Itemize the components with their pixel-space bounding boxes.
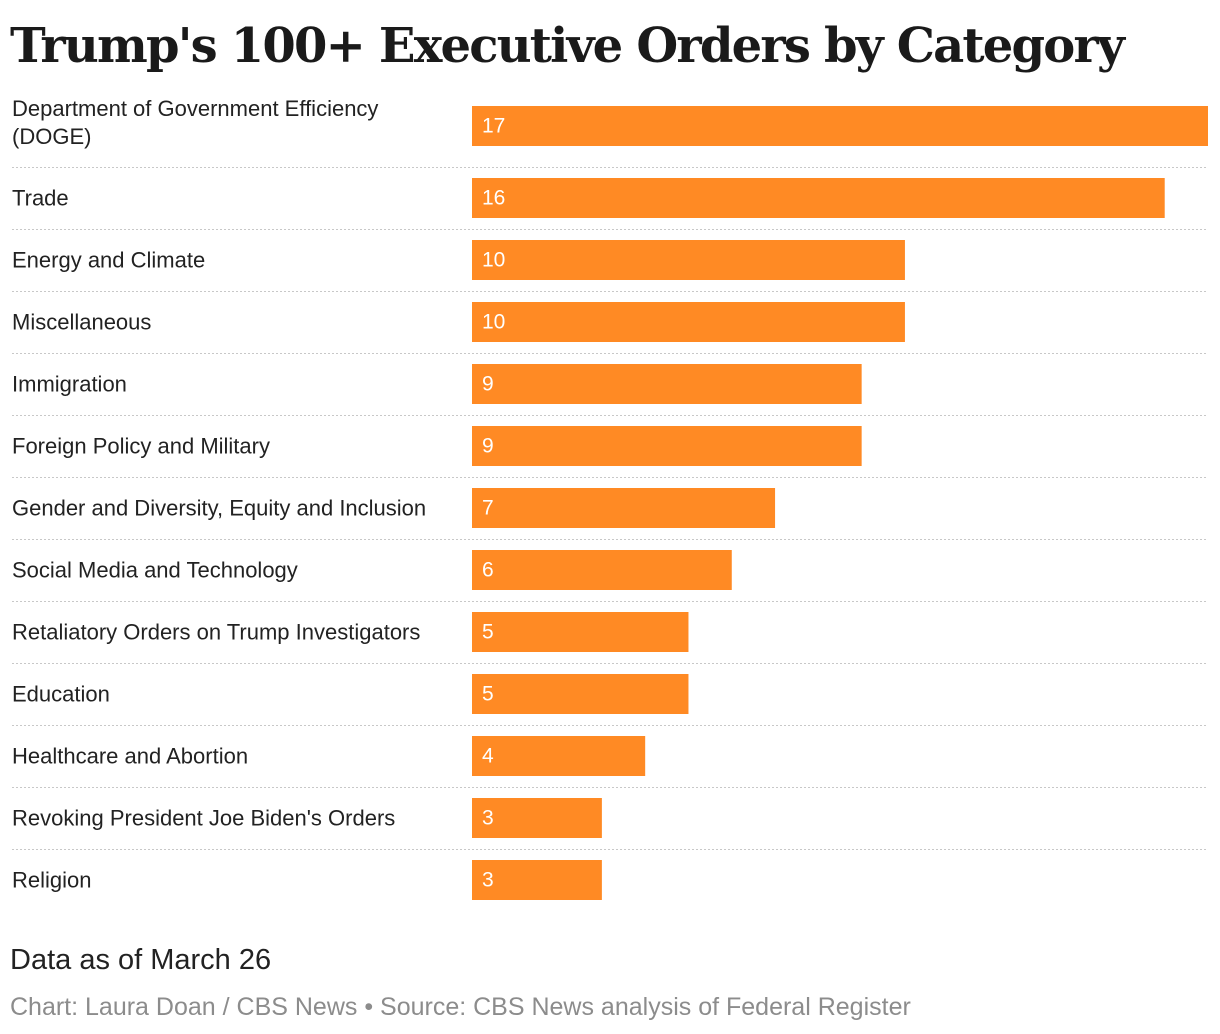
bar-value-social-media-and-technology: 6 [482,559,494,582]
category-label-education: Education [12,682,110,707]
bar-chart: Department of Government Efficiency (DOGE… [12,96,1208,900]
category-label-miscellaneous: Miscellaneous [12,310,151,335]
bar-value-energy-and-climate: 10 [482,249,505,272]
category-label-religion: Religion [12,868,92,893]
bar-immigration [472,364,862,404]
bar-value-gender-and-diversity-equity-and-inclusion: 7 [482,497,494,520]
category-label-immigration: Immigration [12,372,127,397]
bar-value-foreign-policy-and-military: 9 [482,435,494,458]
bar-trade [472,178,1165,218]
bar-value-revoking-president-joe-biden-s-orders: 3 [482,807,494,830]
bar-value-healthcare-and-abortion: 4 [482,745,494,768]
category-label-foreign-policy-and-military: Foreign Policy and Military [12,434,270,459]
bar-gender-and-diversity-equity-and-inclusion [472,488,776,528]
bar-retaliatory-orders-on-trump-investigators [472,612,689,652]
bar-value-retaliatory-orders-on-trump-investigators: 5 [482,621,494,644]
bar-value-education: 5 [482,683,494,706]
bar-social-media-and-technology [472,550,732,590]
bar-value-department-of-government-efficiency-doge: 17 [482,115,505,138]
bar-value-religion: 3 [482,869,494,892]
category-label-healthcare-and-abortion: Healthcare and Abortion [12,744,248,769]
chart-credit: Chart: Laura Doan / CBS News • Source: C… [10,993,911,1021]
bar-healthcare-and-abortion [472,736,646,776]
bar-value-miscellaneous: 10 [482,311,505,334]
chart-title: Trump's 100+ Executive Orders by Categor… [10,18,1125,74]
category-label-social-media-and-technology: Social Media and Technology [12,558,298,583]
bar-foreign-policy-and-military [472,426,862,466]
bar-religion [472,860,602,900]
data-date-note: Data as of March 26 [10,944,272,976]
category-label-department-of-government-efficiency-doge: Department of Government Efficiency (DOGE… [12,96,378,149]
category-label-energy-and-climate: Energy and Climate [12,248,205,273]
bar-miscellaneous [472,302,905,342]
category-label-revoking-president-joe-biden-s-orders: Revoking President Joe Biden's Orders [12,806,395,831]
category-label-gender-and-diversity-equity-and-inclusion: Gender and Diversity, Equity and Inclusi… [12,496,426,521]
bar-revoking-president-joe-biden-s-orders [472,798,602,838]
bar-education [472,674,689,714]
bar-department-of-government-efficiency-doge [472,106,1208,146]
bar-energy-and-climate [472,240,905,280]
category-label-trade: Trade [12,186,69,211]
bar-value-immigration: 9 [482,373,494,396]
bar-value-trade: 16 [482,187,505,210]
category-label-retaliatory-orders-on-trump-investigators: Retaliatory Orders on Trump Investigator… [12,620,420,645]
